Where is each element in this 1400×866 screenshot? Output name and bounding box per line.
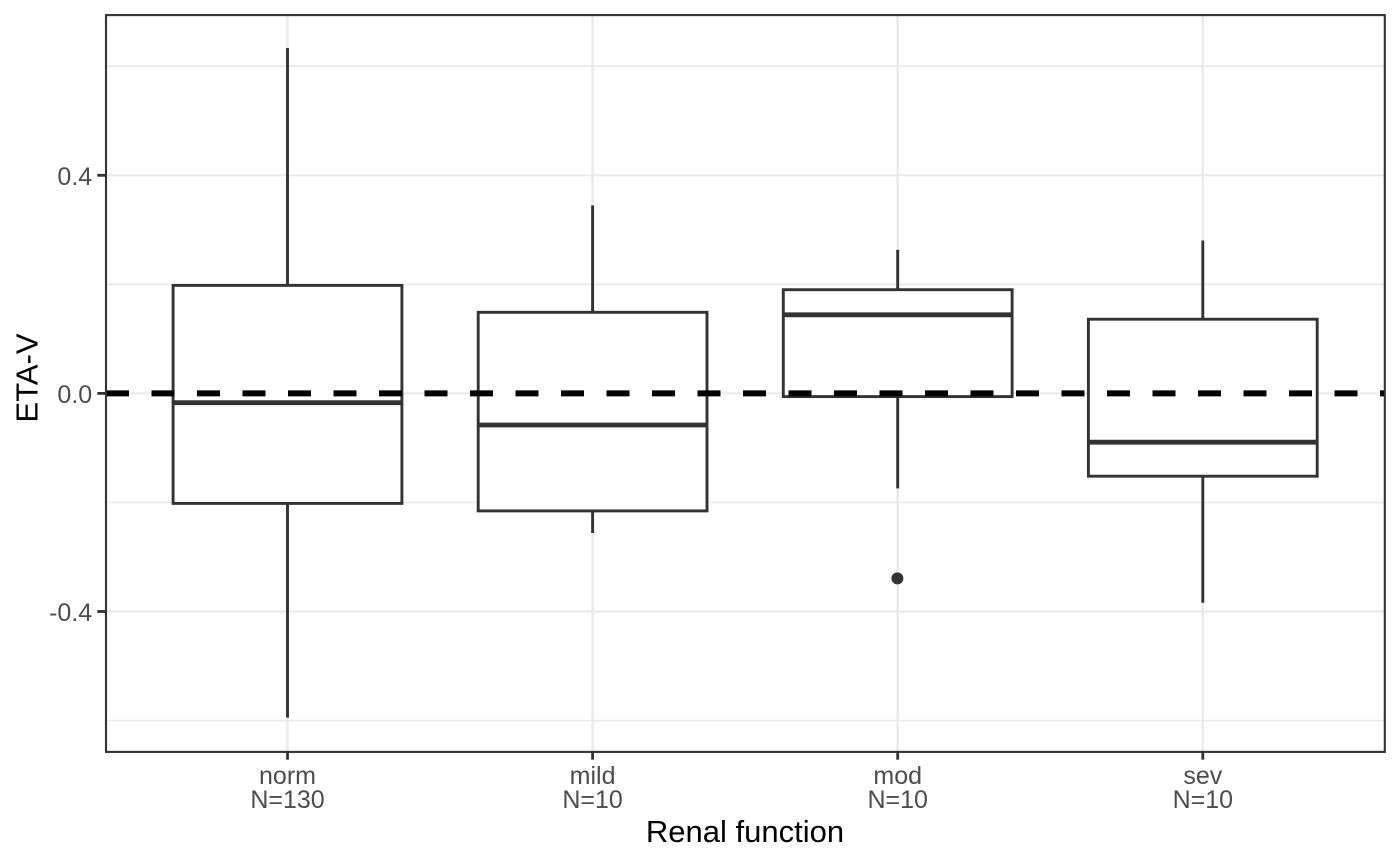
svg-text:ETA-V: ETA-V xyxy=(9,333,44,422)
svg-text:0.4: 0.4 xyxy=(57,163,92,191)
svg-text:N=10: N=10 xyxy=(1173,786,1233,814)
svg-text:norm: norm xyxy=(259,762,316,790)
svg-text:0.0: 0.0 xyxy=(57,381,92,409)
svg-text:-0.4: -0.4 xyxy=(49,599,92,627)
svg-text:N=130: N=130 xyxy=(250,786,324,814)
svg-text:mod: mod xyxy=(873,762,922,790)
svg-text:Renal function: Renal function xyxy=(646,814,844,849)
svg-text:N=10: N=10 xyxy=(867,786,927,814)
svg-text:sev: sev xyxy=(1183,762,1222,790)
svg-text:mild: mild xyxy=(570,762,616,790)
svg-text:N=10: N=10 xyxy=(562,786,622,814)
